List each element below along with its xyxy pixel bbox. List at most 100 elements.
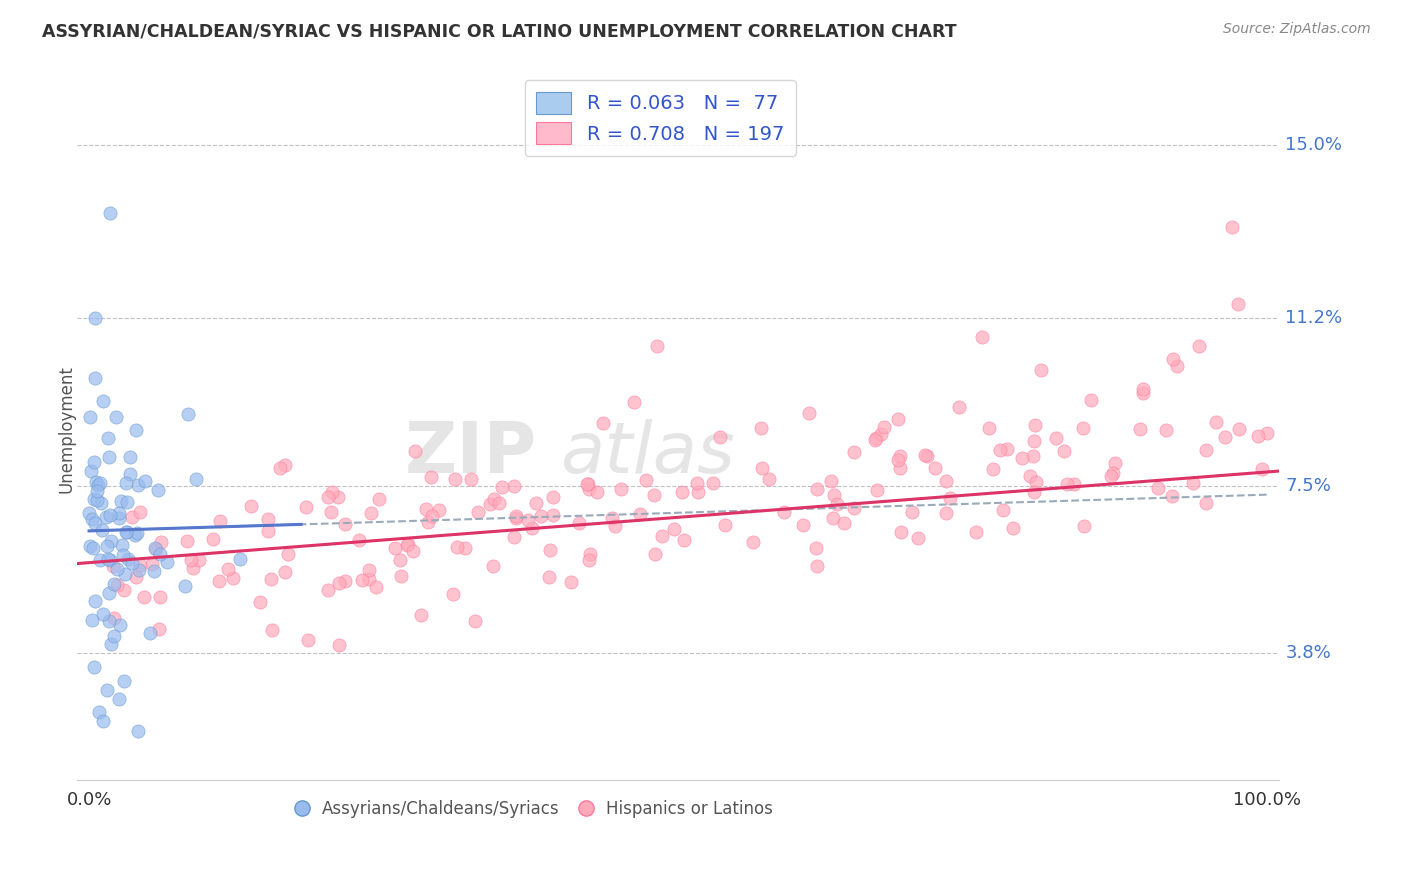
Point	[83, 594, 105, 608]
Point	[90, 523, 112, 537]
Point	[671, 485, 693, 500]
Point	[115, 475, 138, 490]
Point	[887, 453, 910, 467]
Point	[121, 510, 143, 524]
Point	[623, 395, 645, 409]
Point	[79, 410, 101, 425]
Point	[1156, 423, 1178, 437]
Point	[89, 553, 111, 567]
Point	[148, 622, 170, 636]
Point	[222, 571, 245, 585]
Point	[396, 538, 419, 552]
Point	[318, 490, 340, 504]
Point	[110, 494, 132, 508]
Point	[749, 421, 772, 435]
Point	[1129, 422, 1152, 436]
Point	[98, 206, 121, 220]
Point	[1188, 339, 1211, 353]
Point	[104, 410, 127, 425]
Point	[1104, 456, 1126, 470]
Point	[713, 517, 735, 532]
Point	[97, 431, 120, 445]
Point	[269, 461, 291, 475]
Point	[115, 524, 138, 539]
Point	[917, 450, 939, 464]
Point	[240, 500, 263, 514]
Point	[229, 552, 252, 566]
Text: 3.8%: 3.8%	[1285, 644, 1331, 663]
Point	[97, 552, 120, 566]
Point	[416, 516, 439, 530]
Point	[1147, 481, 1170, 495]
Point	[180, 553, 202, 567]
Point	[907, 531, 929, 545]
Point	[277, 547, 299, 561]
Point	[149, 548, 172, 562]
Point	[1056, 477, 1078, 491]
Point	[357, 563, 380, 577]
Point	[146, 483, 169, 497]
Point	[502, 478, 524, 492]
Point	[249, 595, 271, 609]
Point	[125, 569, 148, 583]
Point	[79, 464, 101, 478]
Point	[865, 431, 887, 445]
Point	[108, 511, 131, 525]
Point	[1166, 359, 1188, 373]
Point	[592, 416, 614, 430]
Text: 11.2%: 11.2%	[1285, 309, 1343, 326]
Point	[516, 512, 538, 526]
Point	[939, 491, 962, 506]
Point	[1018, 469, 1040, 483]
Point	[1213, 430, 1236, 444]
Point	[441, 587, 464, 601]
Point	[404, 443, 426, 458]
Point	[84, 371, 107, 385]
Point	[1220, 220, 1243, 235]
Point	[673, 533, 696, 548]
Point	[484, 492, 506, 507]
Point	[389, 568, 412, 582]
Point	[112, 548, 135, 562]
Point	[110, 618, 132, 632]
Point	[209, 514, 232, 528]
Point	[686, 475, 709, 490]
Point	[825, 497, 848, 511]
Point	[643, 488, 665, 502]
Point	[520, 521, 543, 535]
Point	[145, 542, 167, 557]
Point	[124, 527, 146, 541]
Point	[792, 518, 814, 533]
Point	[87, 706, 110, 720]
Point	[1073, 421, 1095, 435]
Point	[644, 547, 666, 561]
Point	[297, 633, 319, 648]
Point	[806, 559, 828, 574]
Point	[924, 460, 946, 475]
Point	[80, 613, 103, 627]
Point	[965, 524, 987, 539]
Point	[832, 516, 855, 530]
Text: 15.0%: 15.0%	[1285, 136, 1343, 154]
Point	[1227, 422, 1250, 436]
Point	[184, 472, 207, 486]
Point	[636, 473, 658, 487]
Point	[273, 565, 295, 579]
Point	[333, 574, 356, 588]
Point	[935, 506, 957, 520]
Point	[142, 565, 165, 579]
Point	[121, 556, 143, 570]
Point	[149, 534, 172, 549]
Point	[117, 494, 139, 508]
Point	[804, 541, 827, 555]
Point	[101, 558, 124, 573]
Point	[799, 406, 821, 420]
Point	[98, 586, 121, 600]
Point	[454, 541, 477, 555]
Point	[328, 575, 350, 590]
Point	[460, 471, 482, 485]
Point	[576, 477, 599, 491]
Point	[1080, 392, 1102, 407]
Point	[98, 450, 121, 464]
Point	[132, 591, 155, 605]
